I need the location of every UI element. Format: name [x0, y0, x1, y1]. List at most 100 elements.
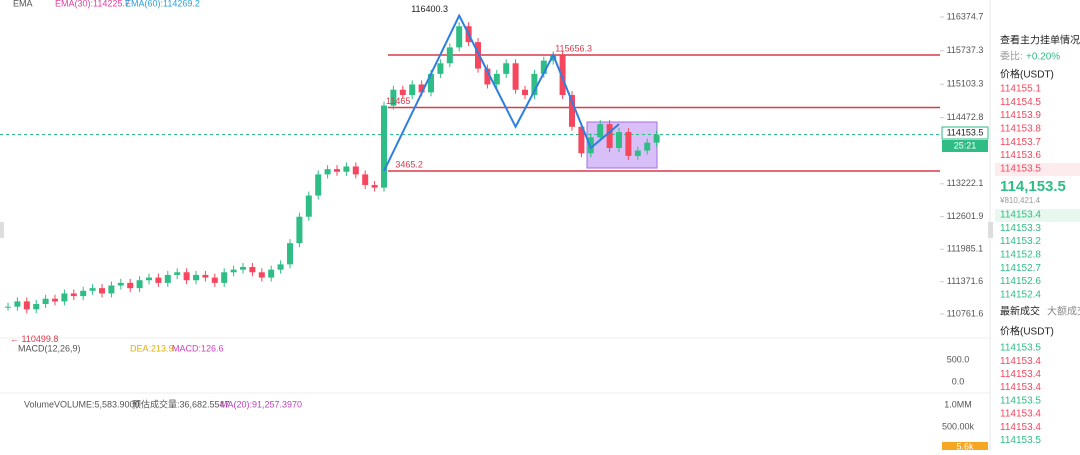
ratio: +0.20%: [1026, 52, 1060, 63]
candle: [343, 166, 350, 172]
annotation: 3465.2: [395, 159, 423, 169]
candle: [230, 269, 237, 273]
vol-last: 5.6k: [956, 441, 974, 450]
candle: [540, 60, 547, 74]
candle: [418, 84, 425, 93]
candle: [174, 272, 181, 275]
candle: [324, 169, 331, 175]
trade-price: 114153.4: [1000, 422, 1041, 433]
annotation: ← 110499.8: [10, 334, 58, 344]
bid-price: 114153.3: [1000, 223, 1041, 234]
panel-title[interactable]: 查看主力挂单情况: [1000, 34, 1080, 47]
vol-tick: 500.00k: [942, 421, 975, 431]
candle: [446, 47, 453, 64]
candle: [287, 243, 293, 265]
candle: [371, 184, 378, 188]
ask-price: 114153.8: [1000, 124, 1041, 135]
annotation: 116400.3: [411, 4, 448, 14]
trade-price: 114153.5: [1000, 343, 1041, 354]
candle: [475, 42, 481, 69]
candle: [381, 105, 387, 188]
trade-price: 114153.4: [1000, 382, 1041, 393]
candle: [52, 298, 58, 302]
ema30: EMA(30):114225.7: [55, 0, 130, 8]
candle: [136, 280, 143, 289]
trades-header: 价格(USDT): [1000, 325, 1054, 338]
candle: [146, 277, 152, 281]
candle: [578, 126, 585, 154]
countdown-badge: [942, 140, 988, 152]
current-price: 114153.5: [947, 127, 984, 137]
candle: [127, 282, 134, 289]
macd-label: MACD(12,26,9): [18, 343, 81, 353]
candle: [550, 55, 557, 61]
candle: [202, 274, 209, 278]
candle: [644, 142, 651, 151]
ema-label: EMA: [13, 0, 33, 8]
vol-label: Volume: [24, 399, 54, 409]
candle: [193, 274, 199, 281]
macd-tick: 500.0: [947, 354, 970, 364]
candle: [249, 266, 256, 273]
candle: [5, 306, 11, 308]
candle: [258, 272, 265, 278]
candle: [80, 290, 87, 297]
annotation: 11465: [386, 96, 410, 106]
candle: [296, 216, 303, 244]
candle: [597, 124, 604, 138]
candle: [503, 63, 510, 74]
candle: [493, 73, 500, 85]
tab[interactable]: 最新成交: [1000, 305, 1040, 318]
bid-price: 114152.6: [1000, 276, 1041, 287]
y-tick-label: 113222.1: [947, 178, 984, 188]
tab[interactable]: 大额成交: [1047, 305, 1080, 318]
candle: [352, 166, 359, 175]
vol-badge: [942, 442, 988, 452]
trade-price: 114153.4: [1000, 369, 1041, 380]
candle: [625, 132, 632, 156]
drag-handle[interactable]: [988, 222, 993, 238]
last-cny: ¥810,421.4: [999, 196, 1041, 205]
zigzag: [383, 13, 620, 172]
candle: [268, 269, 275, 278]
candle: [99, 288, 105, 294]
drag-handle[interactable]: [0, 222, 4, 238]
candle: [559, 55, 566, 96]
vol-ma: MA(20):91,257.3970: [220, 399, 302, 409]
candle: [240, 266, 246, 270]
candle: [183, 272, 190, 281]
candle: [221, 272, 228, 283]
candle: [89, 288, 96, 291]
countdown: 25:21: [954, 140, 977, 150]
price-badge: [941, 126, 989, 140]
trade-price: 114153.5: [1000, 435, 1041, 446]
candle: [616, 132, 622, 148]
trade-price: 114153.5: [1000, 395, 1041, 406]
candle: [634, 150, 641, 156]
candle: [70, 293, 77, 297]
y-tick-label: 111985.1: [947, 244, 983, 254]
candle: [33, 304, 40, 310]
y-tick-label: 116374.7: [947, 11, 984, 21]
candle: [606, 124, 613, 148]
candle: [569, 95, 575, 127]
candle: [437, 63, 444, 74]
ratio-label: 委比:: [1000, 50, 1023, 63]
candle: [653, 134, 660, 143]
ask-price: 114153.7: [1000, 137, 1041, 148]
ask-highlight: [995, 163, 1080, 176]
ask-price: 114155.1: [1000, 84, 1041, 95]
y-tick-label: 110761.6: [947, 308, 984, 318]
vol-est: 预估成交量:36,682.5547: [132, 398, 230, 409]
candle: [155, 277, 162, 283]
trade-price: 114153.4: [1000, 409, 1041, 420]
candle: [484, 68, 491, 85]
candle: [362, 174, 369, 185]
y-tick-label: 115737.3: [947, 45, 984, 55]
bid-price: 114153.2: [1000, 236, 1041, 247]
candle: [409, 84, 416, 96]
bid-price: 114153.4: [1000, 210, 1041, 221]
y-tick-label: 111371.6: [947, 276, 983, 286]
